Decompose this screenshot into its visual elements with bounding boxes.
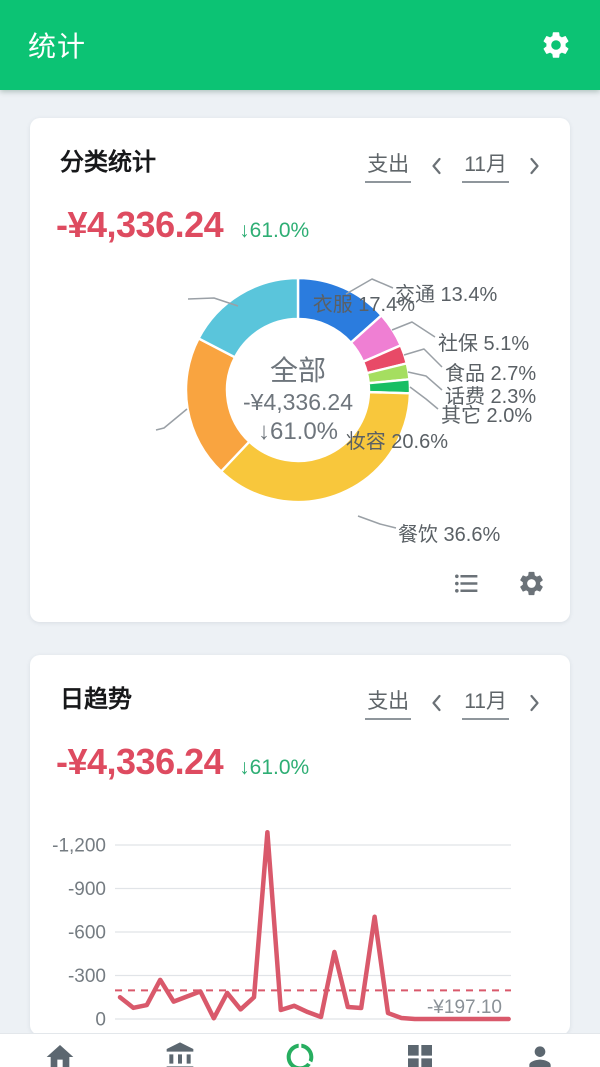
change-percent: ↓61.0% xyxy=(239,219,310,242)
nav-home[interactable] xyxy=(0,1034,120,1067)
chevron-left-icon[interactable] xyxy=(429,693,444,713)
trend-summary: -¥4,336.24 ↓61.0% xyxy=(56,741,309,783)
type-filter-expense[interactable]: 支出 xyxy=(365,148,412,183)
period-selector[interactable]: 11月 xyxy=(462,148,509,183)
chart-settings-icon[interactable] xyxy=(517,569,546,598)
period-selector[interactable]: 11月 xyxy=(462,685,509,720)
slice-label: 交通 13.4% xyxy=(395,284,498,306)
average-value-label: -¥197.10 xyxy=(427,997,502,1018)
settings-icon[interactable] xyxy=(540,29,572,61)
total-amount: -¥4,336.24 xyxy=(56,741,224,782)
person-icon xyxy=(529,1046,551,1067)
svg-text:-300: -300 xyxy=(68,966,106,987)
card-title: 日趋势 xyxy=(60,686,132,713)
donut-stats-icon xyxy=(286,1043,314,1067)
nav-profile[interactable] xyxy=(480,1034,600,1067)
slice-label: 其它 2.0% xyxy=(441,405,533,427)
category-card-footer xyxy=(452,569,546,598)
nav-statistics[interactable] xyxy=(240,1034,360,1067)
category-stats-card: 分类统计 支出 11月 -¥4,336.24 ↓61.0% 交通 13.4% 社保… xyxy=(30,118,570,622)
slice-label: 食品 2.7% xyxy=(445,363,537,385)
slice-label: 社保 5.1% xyxy=(438,333,530,355)
home-icon xyxy=(46,1045,74,1067)
slice-label: 餐饮 36.6% xyxy=(398,524,501,546)
daily-trend-card: 日趋势 支出 11月 -¥4,336.24 ↓61.0% -1,200 -900-… xyxy=(30,655,570,1035)
svg-text:-900: -900 xyxy=(68,879,106,900)
slice-label: 话费 2.3% xyxy=(445,386,537,408)
total-amount: -¥4,336.24 xyxy=(56,204,224,245)
category-summary: -¥4,336.24 ↓61.0% xyxy=(56,204,309,246)
donut-chart[interactable] xyxy=(186,278,410,502)
svg-text:-600: -600 xyxy=(68,923,106,944)
bank-icon xyxy=(166,1042,194,1067)
trend-card-controls: 支出 11月 xyxy=(365,685,542,720)
change-percent: ↓61.0% xyxy=(239,756,310,779)
type-filter-expense[interactable]: 支出 xyxy=(365,685,412,720)
page-title: 统计 xyxy=(28,31,87,62)
list-icon[interactable] xyxy=(452,569,481,598)
nav-accounts[interactable] xyxy=(120,1034,240,1067)
chevron-right-icon[interactable] xyxy=(527,156,542,176)
grid-icon xyxy=(408,1045,432,1067)
chevron-left-icon[interactable] xyxy=(429,156,444,176)
app-header: 统计 xyxy=(0,0,600,90)
chevron-right-icon[interactable] xyxy=(527,693,542,713)
nav-modules[interactable] xyxy=(360,1034,480,1067)
trend-line-chart[interactable]: -1,200 -900 -600 -300 0 -¥197.10 xyxy=(30,810,570,1032)
card-title: 分类统计 xyxy=(60,149,156,176)
svg-text:-1,200: -1,200 xyxy=(52,836,106,857)
category-card-controls: 支出 11月 xyxy=(365,148,542,183)
svg-text:0: 0 xyxy=(95,1010,106,1031)
bottom-nav xyxy=(0,1033,600,1067)
